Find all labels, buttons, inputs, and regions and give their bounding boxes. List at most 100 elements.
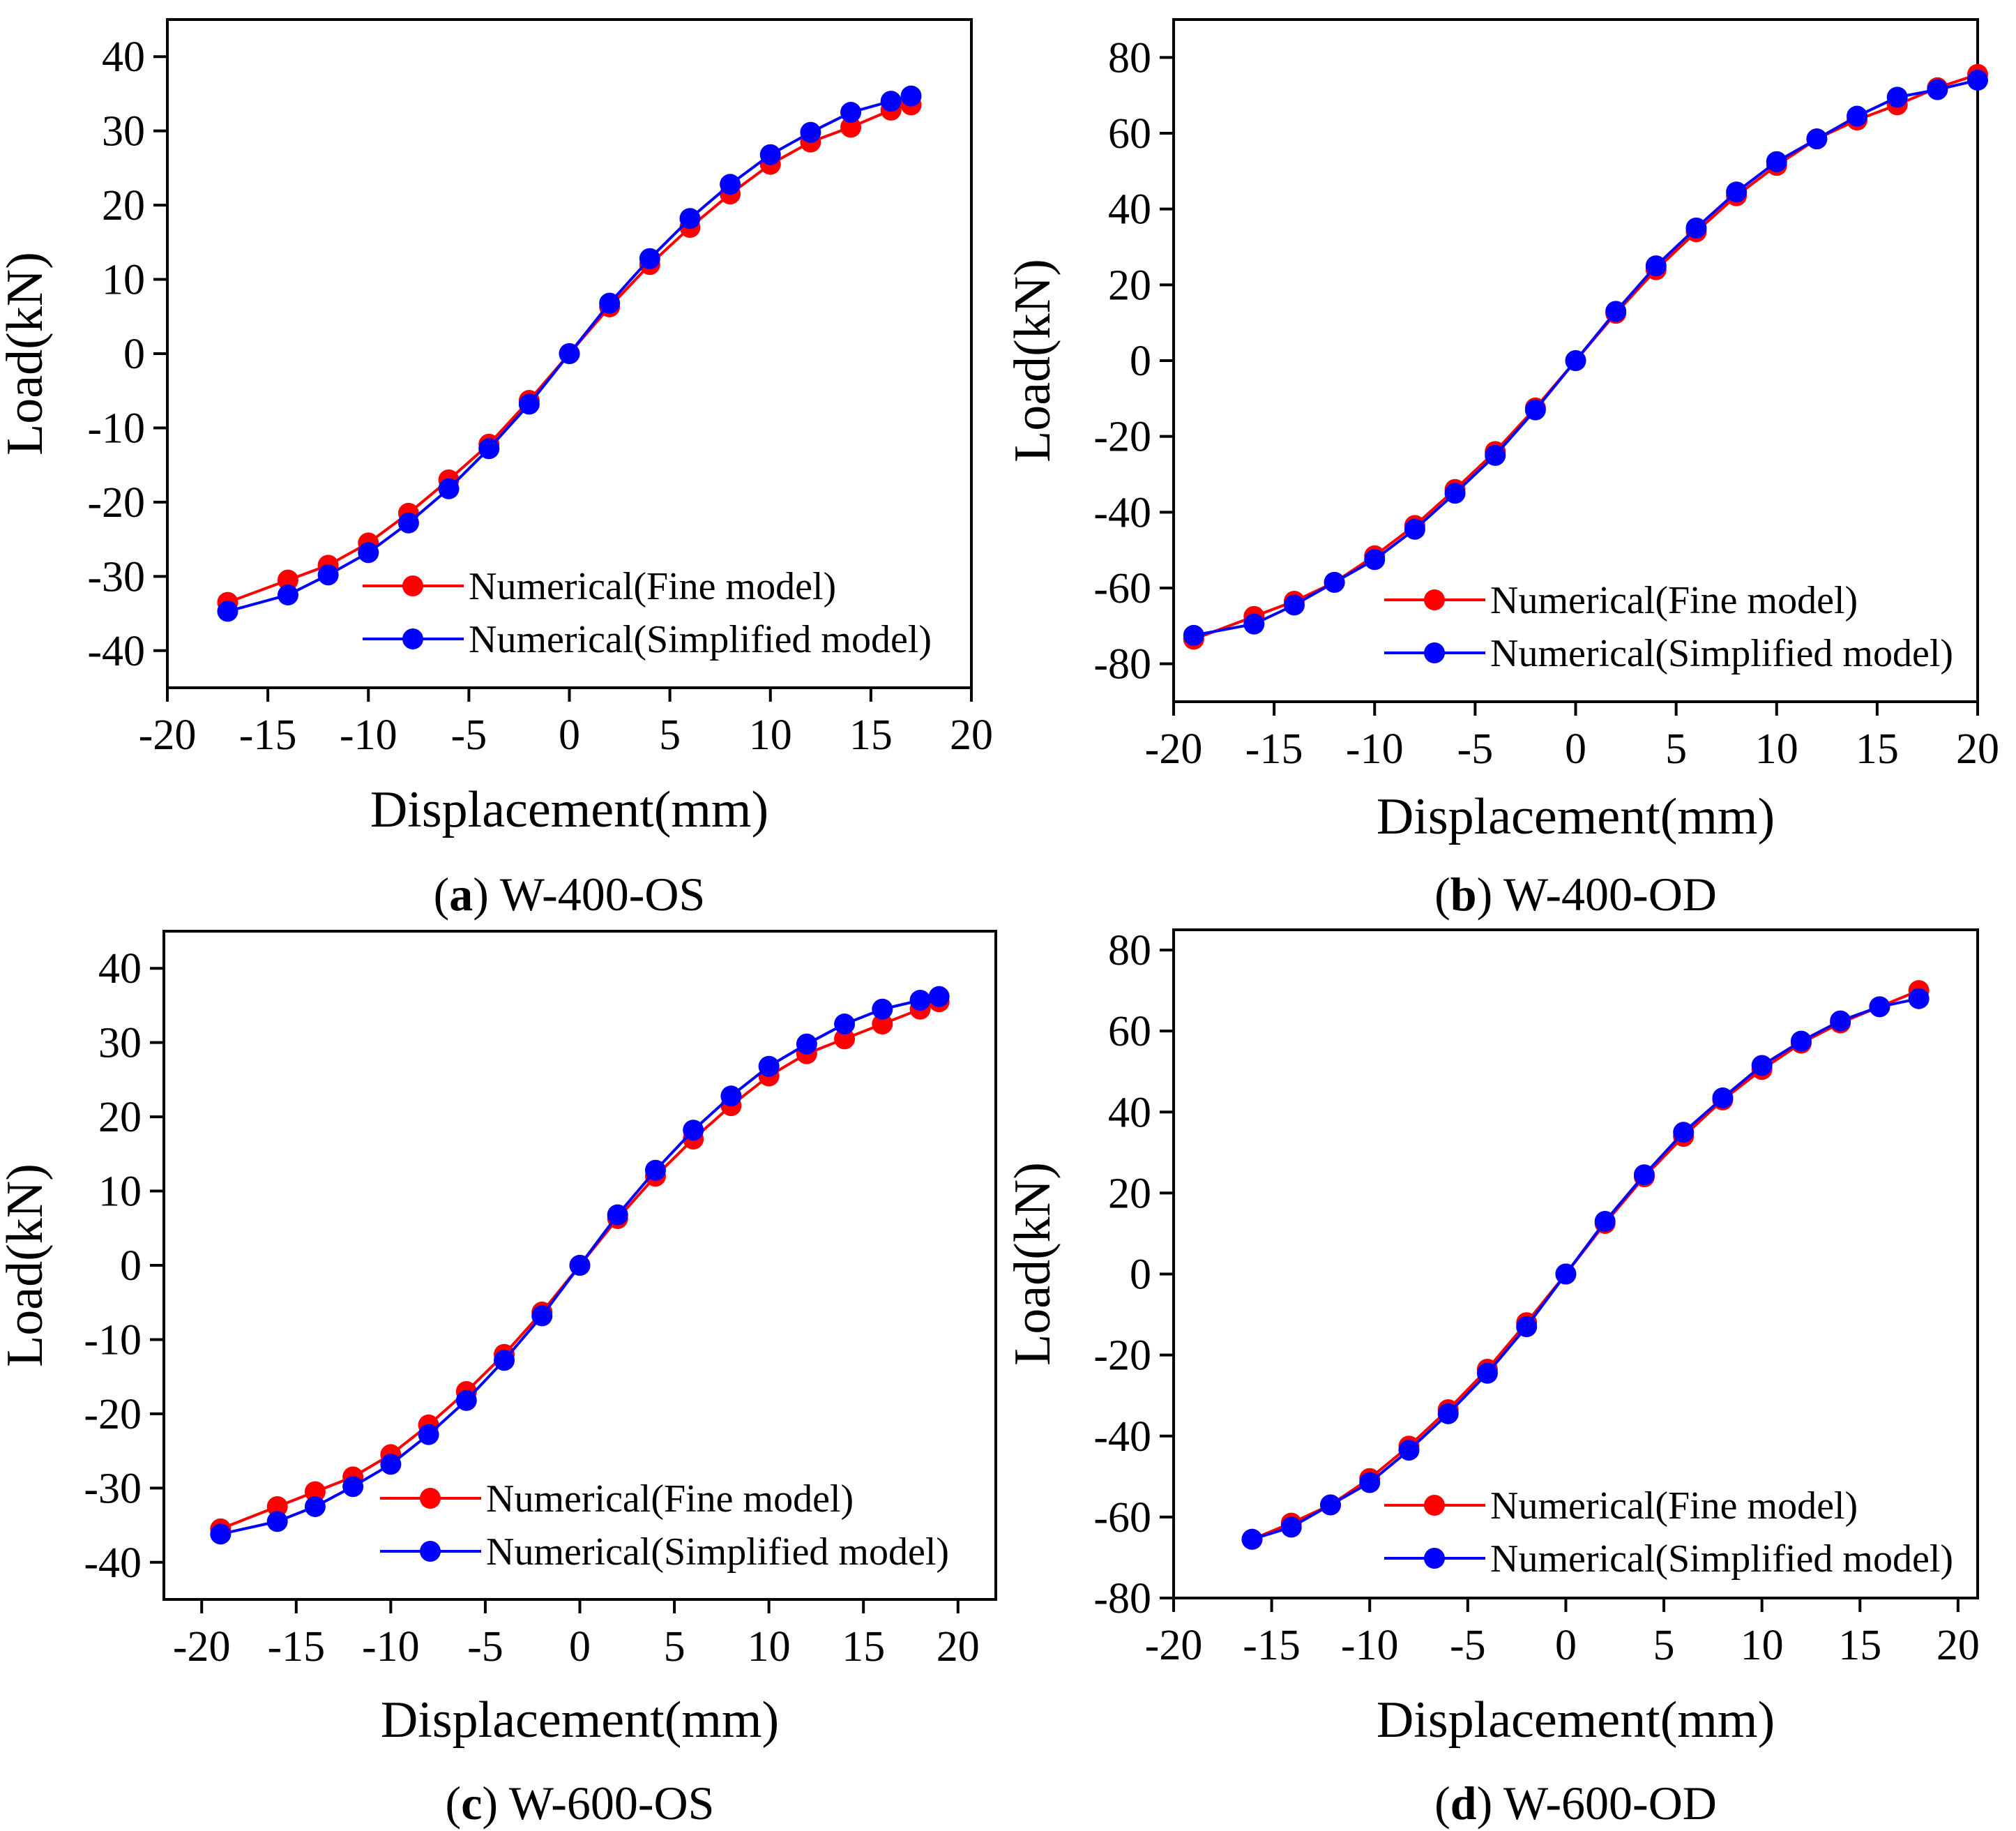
x-tick-label: -10 (1346, 725, 1404, 773)
data-point-simplified (1283, 594, 1305, 616)
data-point-simplified (266, 1511, 288, 1532)
data-point-simplified (1359, 1472, 1381, 1493)
data-point-simplified (1645, 255, 1667, 277)
y-tick-label: -10 (84, 1316, 142, 1364)
chart-panel-a: -20 -15 -10 -5 0 5 10 15 20 -40 -30 -20 -10 0 10 20 30 40… (0, 18, 993, 921)
x-tick-label: -10 (1341, 1622, 1399, 1669)
y-tick-label: 10 (102, 257, 145, 304)
y-tick-label: 10 (98, 1168, 142, 1216)
x-tick-label: 15 (842, 1623, 885, 1671)
y-tick-label: -20 (1093, 1332, 1151, 1380)
legend-marker (1424, 1495, 1445, 1516)
panel-caption: (b) W-400-OD (1434, 868, 1717, 921)
y-tick-label: 0 (123, 331, 145, 378)
x-axis-label: Displacement(mm) (1377, 1691, 1775, 1749)
data-point-simplified (840, 102, 862, 123)
y-tick-label: 20 (98, 1094, 142, 1141)
data-point-simplified (872, 998, 893, 1020)
x-tick-label: 20 (1956, 725, 1999, 773)
data-point-simplified (1886, 86, 1908, 108)
y-tick-label: -80 (1093, 1575, 1151, 1622)
data-point-simplified (639, 248, 660, 269)
plot-frame (1172, 928, 1979, 1599)
data-point-simplified (358, 542, 379, 564)
data-point-simplified (679, 208, 701, 229)
legend-label: Numerical(Fine model) (1490, 579, 1858, 622)
x-tick-label: 15 (1838, 1622, 1881, 1669)
x-tick-label: -20 (1145, 1622, 1203, 1669)
x-tick-label: 20 (1937, 1622, 1980, 1669)
legend-marker (402, 628, 423, 649)
y-tick-label: 30 (98, 1020, 142, 1067)
data-point-simplified (531, 1305, 553, 1327)
y-tick-label: 80 (1108, 927, 1151, 974)
data-point-simplified (1241, 1528, 1263, 1550)
x-tick-label: -15 (239, 711, 297, 759)
data-point-simplified (1633, 1164, 1655, 1186)
x-tick-label: -5 (451, 711, 487, 759)
x-tick-label: 10 (1755, 725, 1798, 773)
data-point-simplified (1324, 571, 1345, 593)
y-tick-label: 30 (102, 108, 145, 156)
legend-marker (402, 575, 423, 596)
x-axis-label: Displacement(mm) (381, 1691, 779, 1749)
y-tick-label: -80 (1093, 641, 1151, 688)
data-point-fine (277, 569, 298, 591)
x-tick-label: 0 (1565, 725, 1586, 773)
x-tick-label: 0 (1555, 1622, 1577, 1669)
data-point-simplified (342, 1476, 364, 1498)
x-tick-label: 20 (937, 1623, 980, 1671)
x-tick-label: -10 (340, 711, 397, 759)
data-point-simplified (438, 478, 460, 499)
x-tick-label: 20 (950, 711, 993, 759)
data-point-simplified (909, 989, 931, 1011)
y-axis-label: Load(kN) (0, 252, 54, 455)
y-tick-label: 0 (1130, 338, 1151, 385)
x-tick-label: 5 (1653, 1622, 1675, 1669)
caption-tag: c (461, 1777, 482, 1830)
data-point-simplified (759, 144, 781, 165)
y-tick-label: 0 (1130, 1251, 1151, 1299)
y-tick-label: -30 (84, 1465, 142, 1512)
data-point-simplified (720, 174, 741, 195)
x-axis-label: Displacement(mm) (1377, 788, 1775, 845)
data-point-simplified (1280, 1516, 1302, 1538)
data-point-simplified (1243, 613, 1265, 635)
y-tick-label: -40 (84, 1539, 142, 1587)
data-point-simplified (1555, 1263, 1577, 1285)
y-axis-label: Load(kN) (1004, 1162, 1061, 1366)
data-point-simplified (796, 1033, 817, 1055)
y-tick-label: 40 (1108, 1089, 1151, 1136)
y-tick-label: -60 (1093, 565, 1151, 612)
legend-marker (1424, 1548, 1445, 1569)
legend-marker (1424, 589, 1445, 610)
data-point-simplified (1594, 1211, 1616, 1233)
caption-tag: b (1450, 868, 1477, 921)
x-tick-label: -5 (1450, 1622, 1486, 1669)
legend-marker (1424, 642, 1445, 663)
chart-panel-c: -20 -15 -10 -5 0 5 10 15 20 -40 -30 -20 -10 0 10 20 30 40… (0, 930, 997, 1830)
data-point-simplified (518, 393, 540, 415)
legend: Numerical(Fine model) Numerical(Simplifie… (380, 1477, 949, 1574)
chart-panel-d: -20 -15 -10 -5 0 5 10 15 20 -80 -60 -40 -20 0 20 40 60 80… (1004, 927, 1980, 1830)
data-point-simplified (569, 1255, 591, 1276)
caption-tag: a (449, 868, 473, 921)
panel-caption: (a) W-400-OS (434, 868, 706, 921)
data-point-simplified (1712, 1087, 1734, 1108)
legend-label: Numerical(Simplified model) (486, 1530, 949, 1574)
data-point-fine (872, 1014, 893, 1035)
x-tick-label: -15 (267, 1623, 325, 1671)
data-point-fine (834, 1028, 856, 1050)
y-tick-label: 20 (1108, 262, 1151, 309)
y-tick-label: -40 (1093, 489, 1151, 536)
y-tick-label: 60 (1108, 110, 1151, 158)
data-point-simplified (1444, 483, 1466, 504)
y-tick-label: 0 (120, 1242, 142, 1290)
chart-panel-b: -20 -15 -10 -5 0 5 10 15 20 -80 -60 -40 -20 0 20 40 60 80… (1004, 18, 1999, 921)
x-axis-label: Displacement(mm) (370, 781, 768, 838)
y-tick-label: -20 (84, 1391, 142, 1438)
legend-label: Numerical(Simplified model) (1490, 1537, 1953, 1581)
y-tick-label: -40 (1093, 1413, 1151, 1461)
data-point-simplified (1565, 350, 1586, 371)
